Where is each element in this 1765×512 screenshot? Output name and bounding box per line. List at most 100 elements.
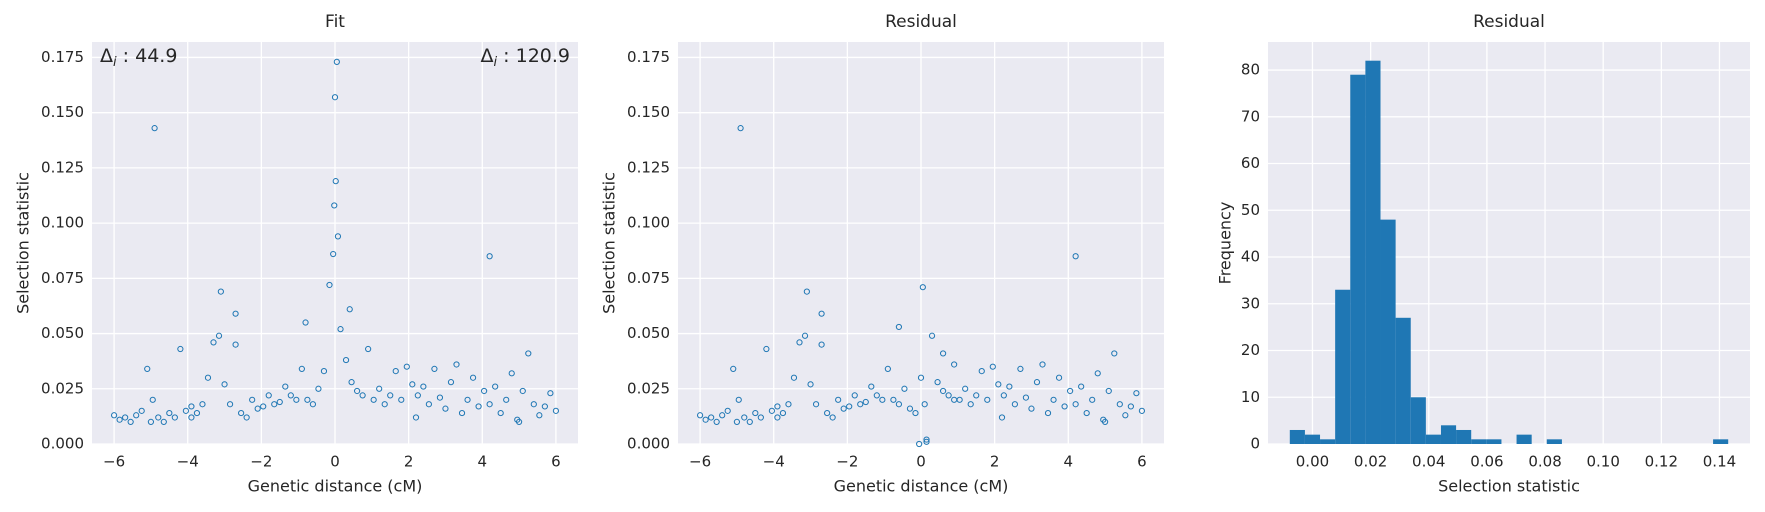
point [193,409,201,417]
bar [1425,434,1441,444]
point [995,381,1002,388]
bar [1410,397,1426,444]
point [160,418,167,426]
point [536,412,543,419]
point [204,374,212,381]
point [403,363,410,370]
point [331,94,339,101]
point [956,396,963,403]
point [840,405,847,412]
y-axis-label: Frequency [1216,202,1235,285]
point [442,405,449,412]
point [232,341,239,348]
x-tick-label: −6 [689,453,711,471]
point [1000,392,1007,399]
point [481,387,488,395]
point [916,440,923,448]
point [951,361,958,368]
point [330,250,337,258]
point [790,374,798,381]
point [166,409,173,417]
point [730,365,737,373]
annotation-text: : 44.9 [117,45,178,67]
point [1028,405,1035,412]
point [552,407,560,414]
point [425,401,432,408]
y-tick-label: 0.125 [41,158,84,176]
x-tick-label: 0.00 [1296,453,1329,471]
point [359,392,366,399]
point [1022,394,1030,401]
point [226,401,234,408]
point [525,350,532,357]
point [890,396,897,403]
y-tick-label: 40 [1241,248,1260,266]
bar [1289,429,1305,444]
point [182,407,189,414]
point [851,392,858,399]
point [365,345,372,353]
point [287,392,294,399]
point [298,365,305,373]
chart-title: Residual [1473,12,1545,32]
point [873,392,880,399]
bar [1486,439,1502,444]
point [147,418,155,426]
point [547,390,554,397]
x-tick-label: −4 [763,453,785,471]
point [414,392,421,399]
point [785,401,792,408]
x-tick-label: 2 [404,453,414,471]
point [895,323,903,331]
y-axis-label: Selection statistic [14,172,33,314]
bar [1471,439,1487,444]
x-tick-label: 0.04 [1412,453,1445,471]
x-tick-label: 0.14 [1703,453,1736,471]
x-tick-label: −2 [836,453,858,471]
point [829,414,836,421]
x-tick-label: 0.08 [1528,453,1561,471]
point [962,385,969,392]
point [906,405,914,412]
annotation-symbol: Δ [100,45,113,67]
point [243,414,250,421]
point [1127,403,1134,410]
bar [1713,439,1729,444]
point [541,403,548,410]
point [895,401,903,408]
point [199,401,206,408]
point [188,414,195,421]
point [110,412,118,419]
point [1116,401,1123,408]
y-tick-label: 0.075 [627,269,670,287]
y-tick-label: 10 [1241,388,1260,406]
y-tick-label: 0.075 [41,269,84,287]
point [249,396,256,403]
point [868,383,875,390]
point [846,403,853,410]
point [530,401,537,408]
point [276,398,283,406]
point [796,339,803,346]
point [309,401,317,408]
point [998,414,1006,421]
x-tick-label: 0 [330,453,340,471]
point [1083,409,1090,417]
bar [1380,219,1396,444]
point [381,401,388,408]
point [1006,383,1013,390]
x-tick-label: 0.12 [1645,453,1678,471]
y-tick-label: 0.000 [41,435,84,453]
point [458,409,466,417]
y-tick-label: 70 [1241,107,1260,125]
point [519,387,526,395]
point [1033,379,1041,386]
annotation-subscript: i [113,55,117,70]
x-tick-label: 0.10 [1586,453,1619,471]
point [934,379,941,386]
point [177,345,184,353]
point [171,414,178,421]
y-tick-label: 0 [1250,435,1260,453]
point [702,416,709,423]
point [265,392,272,399]
